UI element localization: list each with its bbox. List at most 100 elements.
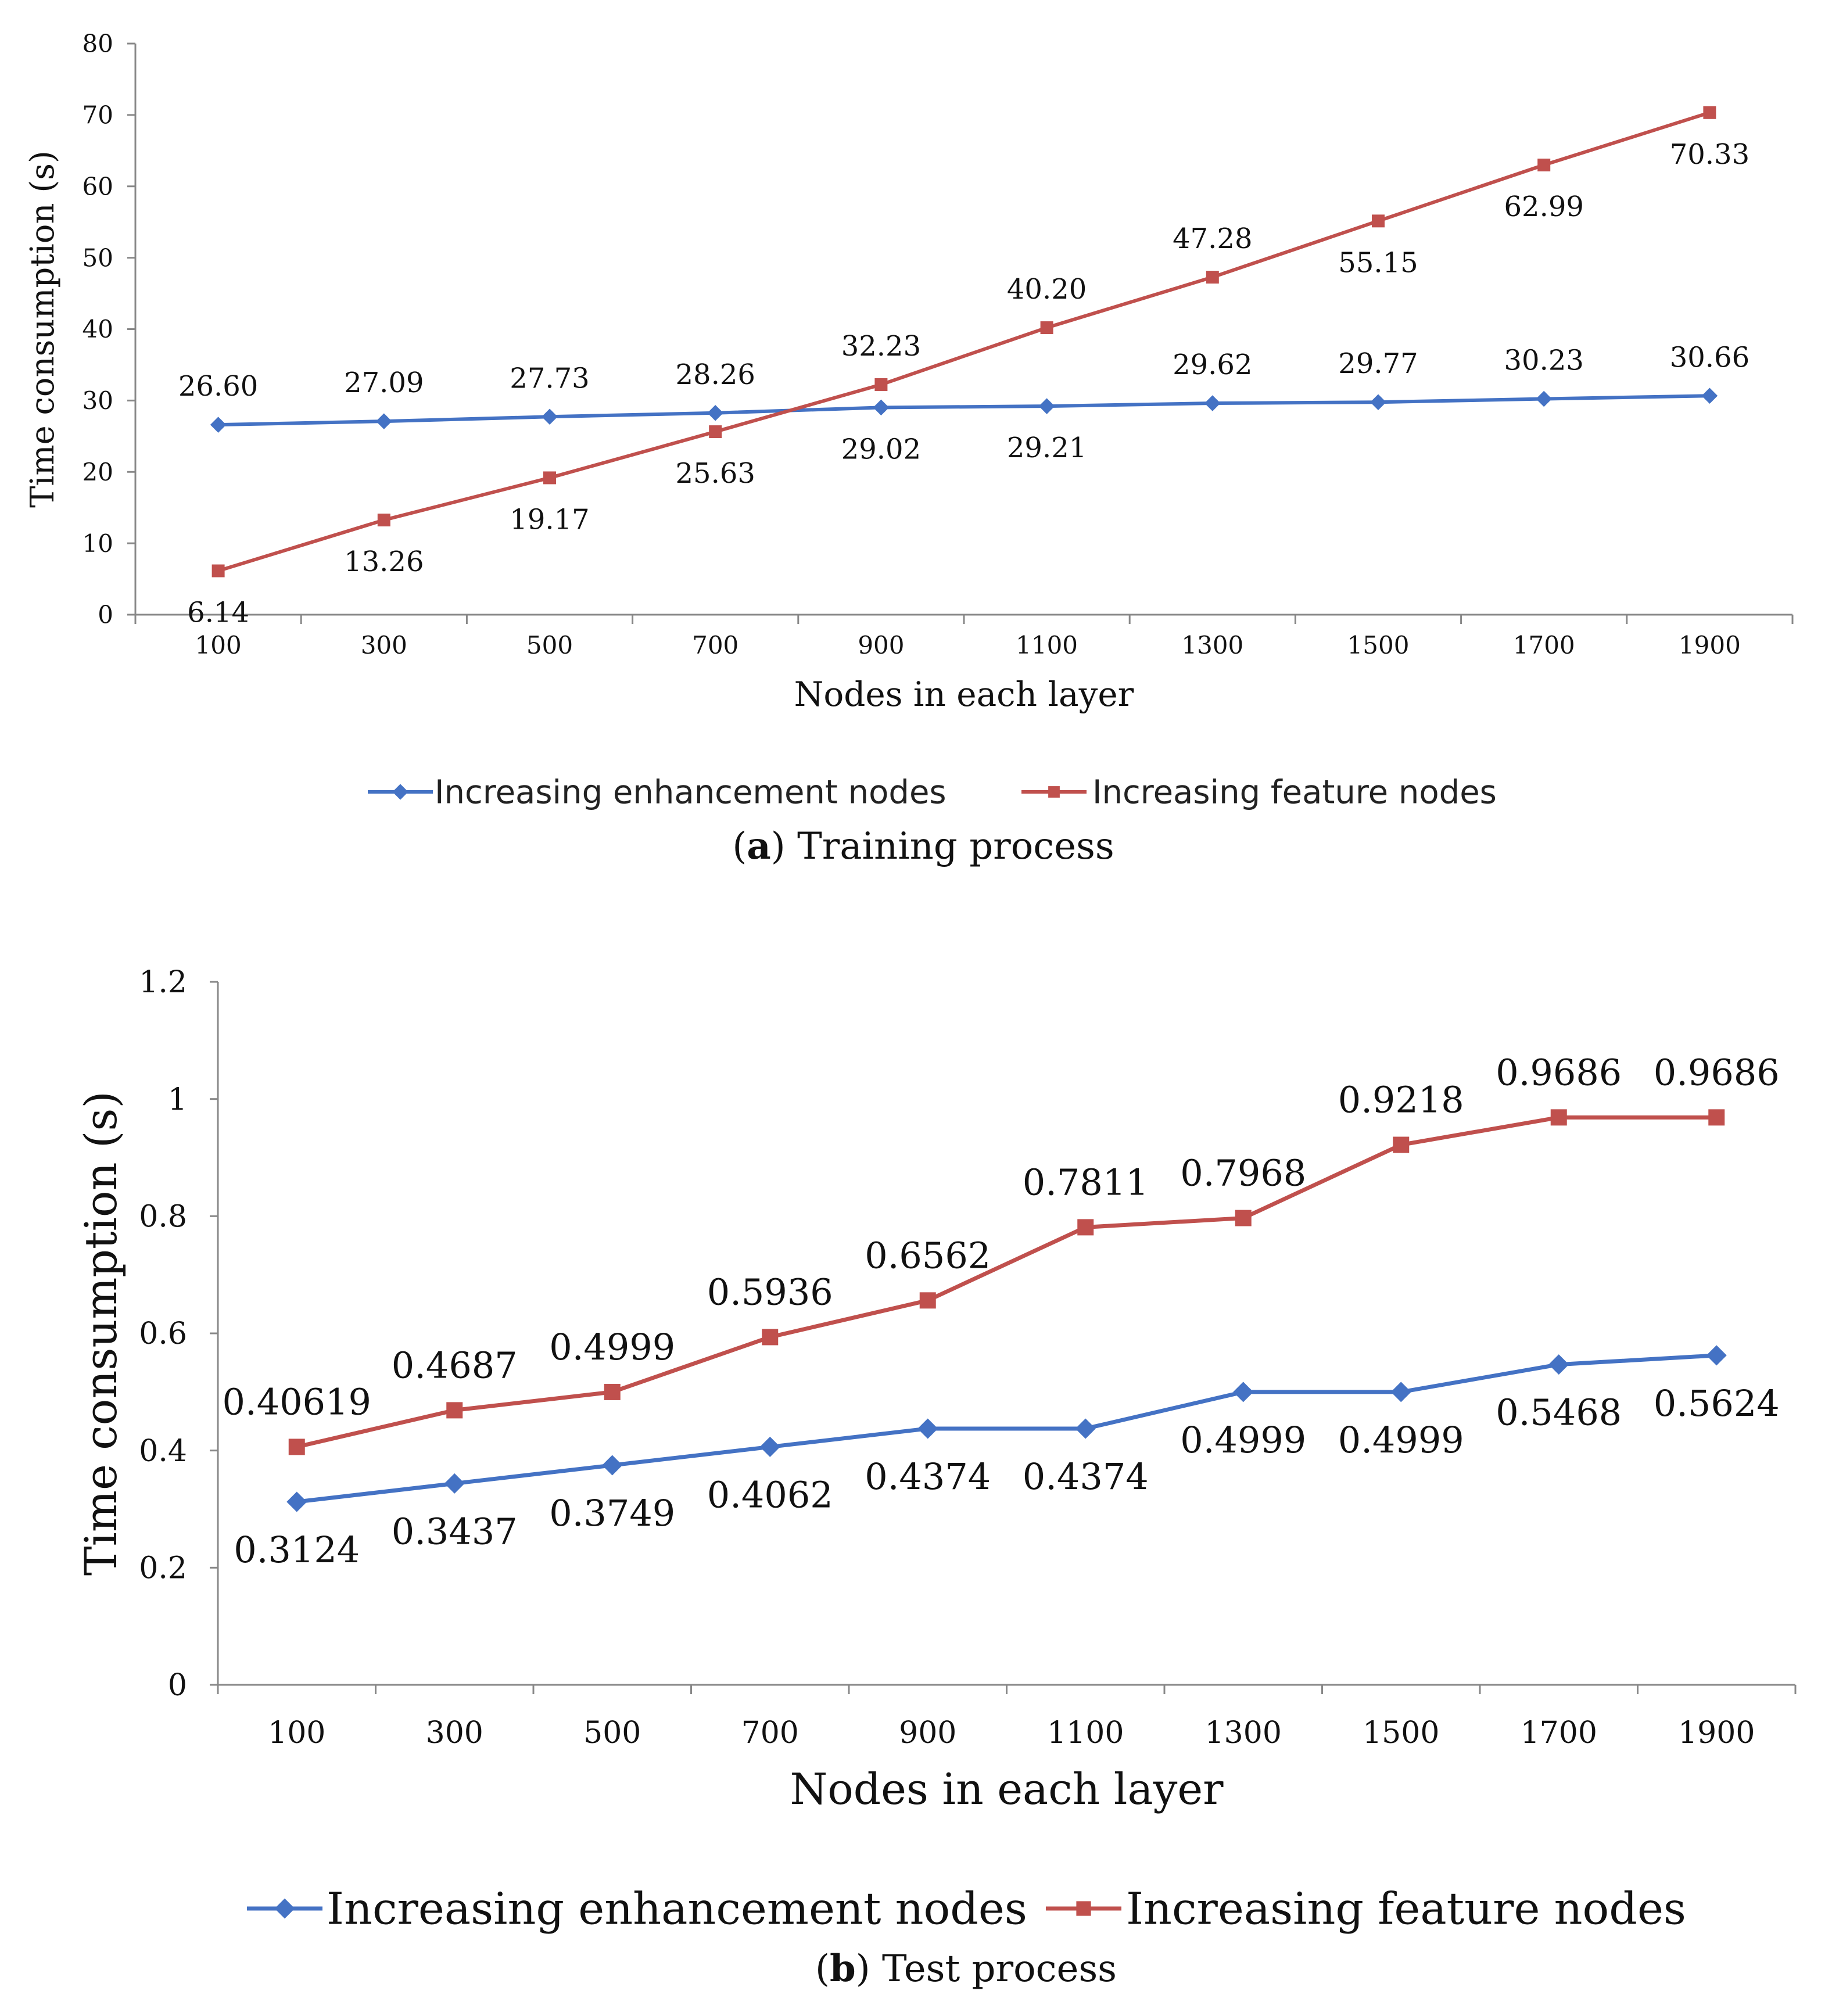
data-point-diamond [707, 405, 723, 421]
legend: Increasing enhancement nodes Increasing f… [247, 1883, 1686, 1935]
data-point-square [1235, 1210, 1252, 1226]
data-point-square [446, 1402, 463, 1419]
x-tick-label: 700 [741, 1716, 799, 1750]
data-point-diamond [286, 1491, 307, 1512]
data-point-diamond [602, 1455, 623, 1476]
x-tick-label: 500 [583, 1716, 641, 1750]
caption-text: Training process [786, 825, 1114, 868]
data-point-square [1077, 1219, 1094, 1236]
data-point-diamond [1701, 388, 1718, 404]
data-point-diamond [210, 417, 227, 433]
data-label: 0.4999 [1180, 1419, 1306, 1461]
x-tick-label: 1500 [1347, 631, 1410, 659]
y-tick-label: 0 [168, 1668, 187, 1703]
x-tick-label: 1700 [1513, 631, 1575, 659]
legend-diamond-icon [392, 784, 408, 800]
data-label: 62.99 [1504, 191, 1583, 223]
x-tick-label: 1900 [1679, 631, 1741, 659]
data-label: 0.6562 [865, 1234, 991, 1276]
x-tick-label: 100 [195, 631, 242, 659]
data-point-square [874, 378, 888, 391]
x-tick-label: 700 [692, 631, 738, 659]
x-tick-label: 900 [899, 1716, 956, 1750]
data-point-diamond [1370, 394, 1386, 410]
data-label: 40.20 [1007, 273, 1087, 306]
data-point-square [211, 564, 225, 577]
data-point-diamond [1548, 1354, 1569, 1375]
data-label: 0.7811 [1023, 1161, 1149, 1203]
caption-letter: b [830, 1947, 856, 1990]
x-tick-label: 500 [526, 631, 573, 659]
data-label: 0.9218 [1338, 1079, 1464, 1121]
data-point-diamond [376, 413, 392, 429]
data-point-square [543, 471, 556, 485]
chart-panel-b: 0 0.2 0.4 0.6 0.8 1 1.2 100 300 500 700 900 1100 1300… [75, 965, 1797, 1990]
data-label: 6.14 [187, 597, 249, 629]
y-tick-label: 50 [83, 243, 113, 272]
x-tick-label: 1500 [1363, 1716, 1439, 1750]
data-point-diamond [444, 1473, 465, 1494]
y-tick-label: 10 [83, 529, 113, 558]
series-line [217, 110, 1711, 573]
data-label: 0.5468 [1496, 1391, 1622, 1434]
y-tick-label: 0.6 [139, 1317, 187, 1351]
legend-label-enhancement: Increasing enhancement nodes [435, 774, 947, 812]
x-tick-label: 1100 [1016, 631, 1078, 659]
panel-caption: (a) Training process [732, 824, 1114, 868]
legend-label-feature: Increasing feature nodes [1126, 1883, 1686, 1935]
x-tick-label: 1700 [1521, 1716, 1597, 1750]
caption-close-paren: ) [771, 825, 786, 868]
data-point-square [1550, 1109, 1567, 1126]
series-feature-nodes [211, 106, 1716, 577]
data-point-diamond [917, 1418, 938, 1439]
data-label: 0.4062 [707, 1473, 833, 1516]
data-point-diamond [1536, 390, 1552, 407]
data-label: 55.15 [1338, 246, 1418, 279]
data-point-square [604, 1383, 621, 1400]
legend-label-enhancement: Increasing enhancement nodes [327, 1883, 1027, 1935]
data-point-square [1206, 271, 1219, 284]
data-label: 30.23 [1504, 345, 1583, 377]
data-label: 0.9686 [1496, 1051, 1622, 1093]
data-point-square [288, 1439, 305, 1455]
data-label: 13.26 [344, 546, 424, 578]
data-label: 29.77 [1338, 347, 1418, 380]
data-label: 70.33 [1670, 138, 1749, 171]
x-tick-label: 1300 [1205, 1716, 1282, 1750]
data-label: 0.4687 [392, 1344, 518, 1386]
data-label: 0.4374 [1023, 1455, 1149, 1498]
x-tick-label: 100 [268, 1716, 325, 1750]
caption-letter: a [747, 824, 770, 868]
data-point-diamond [1706, 1345, 1727, 1366]
data-label: 28.26 [675, 358, 755, 391]
x-axis-title: Nodes in each layer [794, 675, 1134, 714]
data-label: 0.3437 [392, 1510, 518, 1552]
y-axis-title: Time consumption (s) [75, 1091, 127, 1576]
data-point-square [1372, 214, 1385, 228]
y-tick-label: 70 [83, 101, 113, 130]
x-tick-label: 1300 [1181, 631, 1243, 659]
panel-caption: (b) Test process [815, 1947, 1117, 1990]
data-label: 0.7968 [1180, 1152, 1306, 1194]
y-tick-label: 0.2 [139, 1551, 187, 1586]
caption-text: Test process [870, 1947, 1117, 1990]
y-tick-label: 60 [83, 172, 113, 200]
data-label: 27.09 [344, 367, 424, 399]
series-line [296, 1353, 1717, 1504]
y-tick-label: 30 [83, 386, 113, 415]
caption-close-paren: ) [856, 1947, 870, 1990]
y-tick-label: 0.8 [139, 1200, 187, 1235]
x-tick-label: 900 [858, 631, 904, 659]
x-tick-label: 1100 [1047, 1716, 1124, 1750]
data-label: 27.73 [510, 362, 589, 394]
y-tick-label: 40 [83, 315, 113, 343]
data-point-square [1537, 159, 1551, 172]
data-label: 0.3124 [234, 1529, 360, 1571]
caption-open-paren: ( [815, 1947, 830, 1990]
data-label: 47.28 [1173, 223, 1252, 255]
data-point-diamond [1075, 1418, 1096, 1439]
legend: Increasing enhancement nodes Increasing f… [368, 774, 1497, 812]
chart-panel-a: 0 10 20 30 40 50 60 70 80 100 300 500 700 900 1100 1300… [24, 30, 1794, 868]
data-point-diamond [1038, 398, 1055, 414]
